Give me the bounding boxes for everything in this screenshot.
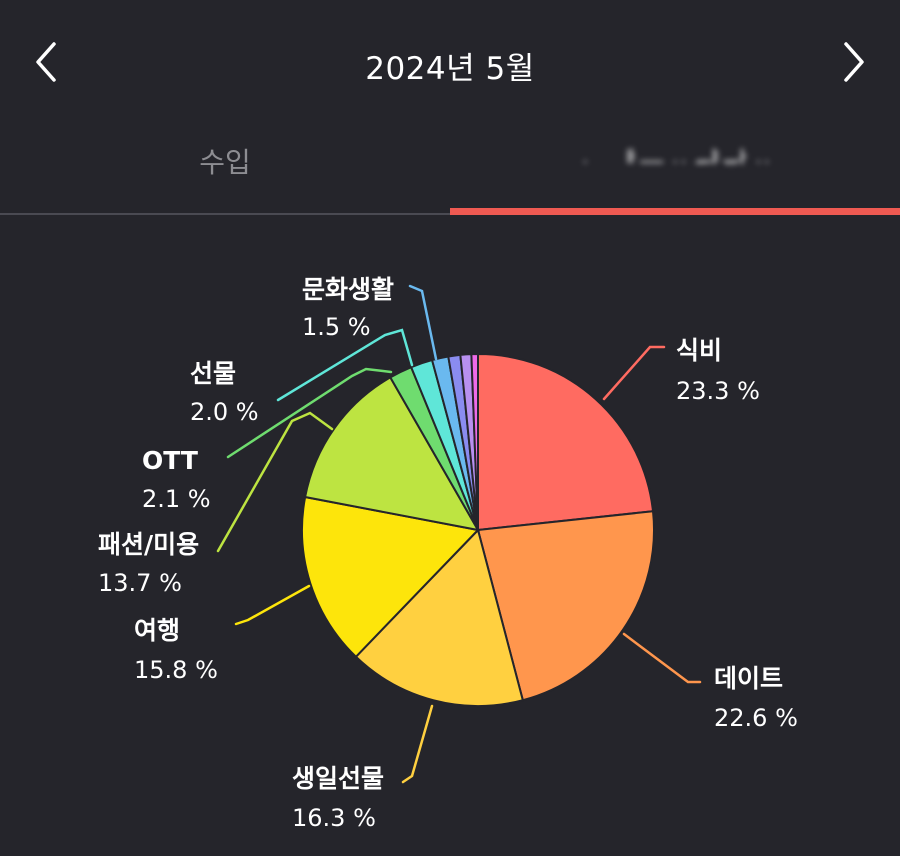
slice-value-label: 23.3 % [676, 377, 760, 405]
tab-expense[interactable]: ᆞ ᆘᅳᆢᆄᆎᆢ [450, 128, 900, 216]
slice-label: 여행 [134, 616, 180, 645]
slice-label: OTT [142, 446, 198, 475]
slice-label: 패션/미용 [98, 530, 199, 559]
leader-line [226, 367, 393, 459]
leader-line [408, 284, 438, 361]
slice-value-label: 1.5 % [302, 313, 371, 341]
pie-slice[interactable] [470, 352, 479, 531]
pie-slice[interactable] [303, 376, 480, 532]
pie-slice[interactable] [301, 495, 481, 659]
pie-slice[interactable] [354, 528, 525, 707]
leader-line [602, 345, 666, 401]
leader-line [276, 328, 414, 402]
slice-value-label: 2.1 % [142, 485, 211, 513]
next-month-button[interactable] [832, 40, 872, 84]
leader-line [622, 632, 702, 684]
prev-month-button[interactable] [28, 40, 68, 84]
page-title: 2024년 5월 [365, 51, 535, 87]
slice-label: 데이트 [714, 664, 783, 693]
slice-label: 생일선물 [292, 764, 384, 793]
leader-line [216, 411, 334, 553]
slice-label: 선물 [190, 359, 236, 388]
slice-value-label: 2.0 % [190, 398, 259, 426]
slice-value-label: 22.6 % [714, 704, 798, 732]
active-tab-indicator [450, 208, 900, 215]
tab-expense-label: ᆞ ᆘᅳᆢᆄᆎᆢ [572, 146, 778, 179]
tab-income-label: 수입 [199, 146, 251, 179]
slice-value-label: 16.3 % [292, 804, 376, 832]
pie-slice[interactable] [476, 510, 655, 702]
chevron-left-icon [36, 42, 56, 82]
category-pie-chart: 식비 23.3 % 데이트 22.6 % 생일선물 16.3 % 여행 15.8 % 패션/미용… [0, 216, 900, 856]
slice-label: 식비 [676, 336, 722, 365]
leader-line [401, 704, 434, 784]
tab-income[interactable]: 수입 [0, 128, 450, 216]
slice-value-label: 15.8 % [134, 656, 218, 684]
slice-value-label: 13.7 % [98, 569, 182, 597]
leader-line [234, 584, 311, 626]
tab-bar: 수입 ᆞ ᆘᅳᆢᆄᆎᆢ [0, 128, 900, 216]
pie-slice[interactable] [477, 352, 655, 532]
chevron-right-icon [844, 42, 864, 82]
pie-chart-svg: 식비 23.3 % 데이트 22.6 % 생일선물 16.3 % 여행 15.8 % 패션/미용… [98, 275, 798, 832]
slice-label: 문화생활 [302, 275, 394, 304]
month-header: 2024년 5월 [0, 0, 900, 128]
